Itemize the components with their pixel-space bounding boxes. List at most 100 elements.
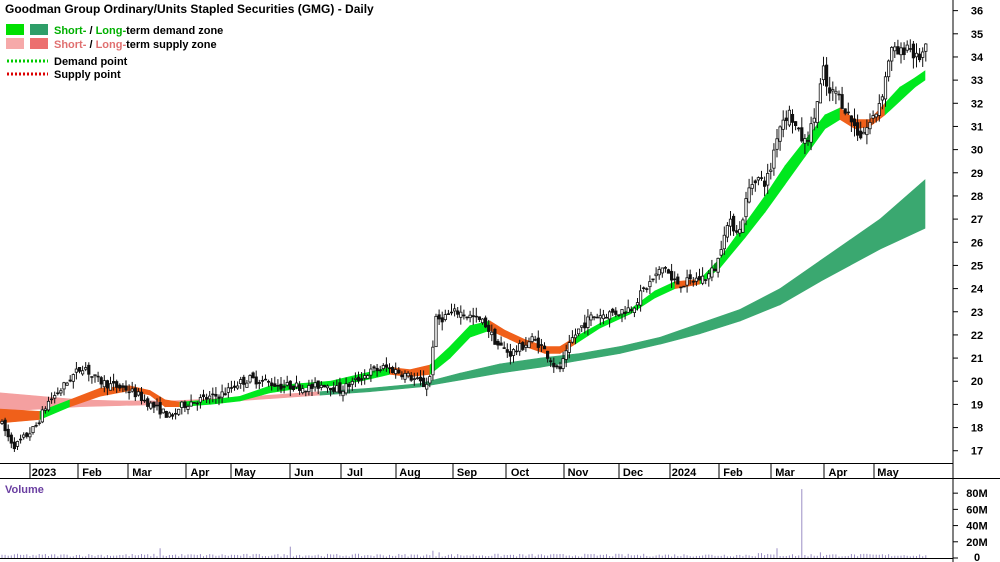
price-candle-body [871, 115, 875, 119]
price-candle-body [115, 381, 119, 388]
price-candle-body [384, 364, 389, 368]
date-tick-label: Feb [723, 467, 743, 479]
price-candle-body [611, 308, 615, 313]
price-candle-body [744, 198, 748, 218]
price-candle-body [896, 46, 900, 55]
legend-zone-label: Short- / Long-term demand zone [54, 25, 223, 37]
price-candle-body [887, 60, 891, 78]
price-candle-body [480, 318, 485, 324]
price-candle-body [158, 402, 162, 415]
price-tick-label: 35 [971, 29, 983, 41]
price-candle-body [688, 274, 692, 280]
price-candle-body [363, 375, 367, 379]
price-candle-body [564, 350, 568, 360]
price-candle-body [34, 424, 38, 427]
price-candle-body [828, 87, 832, 94]
price-candle-body [285, 382, 289, 386]
price-candle-body [50, 398, 54, 401]
price-candle-body [583, 322, 587, 329]
date-tick-label: Apr [829, 467, 849, 479]
price-candle-body [598, 315, 602, 319]
price-candle-body [790, 113, 795, 123]
price-candle-body [794, 121, 798, 126]
price-candle-body [105, 380, 109, 389]
price-candle-body [837, 93, 841, 96]
price-candle-body [59, 390, 63, 394]
date-tick-label: Jul [347, 467, 363, 479]
price-candle-body [614, 310, 618, 315]
price-tick-label: 32 [971, 98, 983, 110]
price-candle-body [608, 311, 612, 320]
price-candle-body [902, 47, 906, 56]
price-candle-body [297, 384, 302, 391]
price-candle-body [366, 375, 370, 379]
price-candle-body [645, 288, 649, 290]
price-candle-body [722, 234, 726, 250]
price-candle-body [914, 52, 919, 58]
price-candle-body [874, 113, 878, 118]
price-candle-body [642, 287, 646, 290]
legend-point-label: Demand point [54, 56, 128, 68]
price-candle-body [694, 277, 699, 282]
price-candle-body [214, 393, 218, 397]
legend-long-text: Long- [96, 25, 127, 37]
price-candle-body [474, 315, 478, 318]
date-tick-label: Nov [568, 467, 590, 479]
price-candle-body [756, 177, 761, 181]
price-candle-body [511, 349, 516, 356]
price-candle-body [270, 382, 274, 387]
price-candle-body [288, 380, 292, 390]
price-candle-body [787, 109, 792, 126]
price-candle-body [65, 382, 69, 386]
long-term-zone-segment [0, 392, 41, 412]
price-candle-body [112, 381, 116, 384]
price-candle-body [487, 324, 491, 332]
price-candle-body [155, 404, 159, 407]
price-candle-body [921, 51, 925, 58]
price-candle-body [192, 402, 196, 404]
price-candle-body [400, 374, 404, 378]
price-candle-body [772, 149, 776, 169]
price-candle-body [266, 381, 271, 383]
price-candle-body [781, 119, 785, 130]
price-candle-body [409, 375, 413, 381]
price-candle-body [462, 314, 466, 317]
price-candle-body [350, 381, 354, 385]
date-tick-label: May [877, 467, 899, 479]
price-candle-body [502, 347, 506, 349]
price-tick-label: 28 [971, 191, 983, 203]
volume-panel-label: Volume [5, 484, 44, 496]
price-candle-body [908, 48, 912, 50]
price-candle-body [890, 47, 894, 62]
price-candle-body [437, 314, 441, 320]
price-candle-body [260, 380, 265, 382]
price-candle-body [701, 275, 705, 284]
price-candle-body [22, 434, 26, 438]
price-candle-body [235, 385, 240, 389]
price-candle-body [304, 390, 308, 393]
price-candle-body [412, 378, 416, 381]
price-candle-body [93, 374, 97, 377]
price-candle-body [415, 377, 420, 380]
price-candle-body [217, 396, 221, 399]
price-candle-body [381, 365, 385, 369]
price-candle-body [356, 376, 361, 382]
price-candle-body [118, 384, 122, 389]
price-candle-body [81, 370, 85, 375]
price-candle-body [434, 315, 438, 348]
price-candle-body [815, 101, 819, 124]
price-candle-body [676, 276, 680, 285]
date-tick-label: May [234, 467, 256, 479]
price-candle-body [136, 391, 140, 396]
price-candle-body [573, 334, 578, 339]
price-candle-body [738, 228, 742, 234]
price-candle-body [803, 138, 807, 144]
price-candle-body [567, 342, 571, 353]
price-candle-body [707, 273, 711, 280]
price-candle-body [102, 380, 106, 388]
price-candle-body [173, 412, 178, 415]
price-candle-body [905, 44, 909, 51]
price-candle-body [834, 90, 838, 94]
